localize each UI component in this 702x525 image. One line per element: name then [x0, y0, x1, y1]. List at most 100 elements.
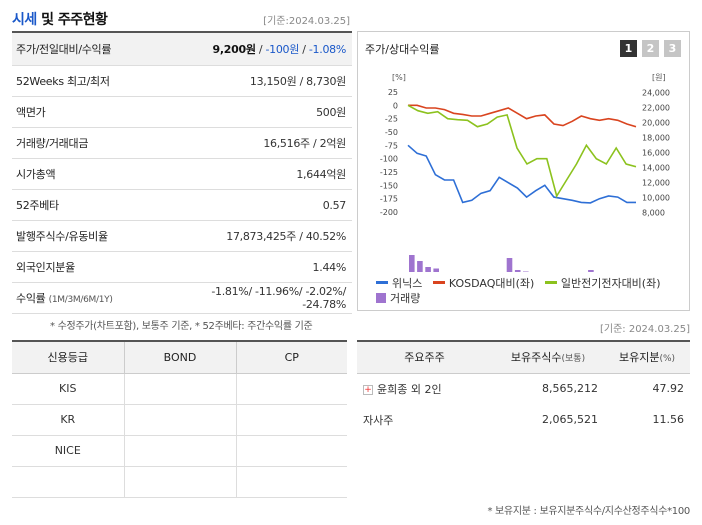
holder-name[interactable]: + 윤희종 외 2인 — [357, 373, 492, 404]
left-tick-label: -50 — [385, 128, 398, 137]
legend-label: 일반전기전자대비(좌) — [560, 276, 661, 290]
volume-bar — [506, 258, 513, 272]
price-change: -100원 — [265, 43, 300, 56]
holders-basis-date: [기준: 2024.03.25] — [599, 324, 690, 335]
right-tick-label: 12,000 — [642, 179, 670, 188]
left-tick-label: -75 — [385, 141, 398, 150]
credit-cp — [235, 373, 347, 405]
credit-cp — [235, 435, 347, 467]
summary-row-52weeks: 52Weeks 최고/최저 13,150원 / 8,730원 — [12, 66, 352, 97]
legend-label: 거래량 — [390, 291, 421, 305]
right-tick-label: 16,000 — [642, 149, 670, 158]
credit-agency: KIS — [12, 373, 124, 405]
price-chart: [%] [원] 25 0 -25 -50 -75 -100 -125 -150 -175 -200 24… — [380, 73, 670, 272]
summary-row-returns: 수익률 (1M/3M/6M/1Y) -1.81%/ -11.96%/ -2.02… — [12, 283, 352, 314]
empty-cell — [604, 435, 690, 525]
holders-header: 주요주주 — [357, 341, 492, 374]
table-row-empty — [357, 435, 690, 525]
credit-header: BOND — [123, 341, 236, 374]
credit-header: CP — [235, 341, 347, 374]
table-row: 자사주 2,065,521 11.56 — [357, 404, 690, 435]
left-tick-label: -200 — [380, 208, 398, 217]
chart-tab-2[interactable]: 2 — [642, 40, 659, 57]
credit-bond — [123, 373, 236, 405]
empty-cell — [492, 435, 604, 525]
holders-note: * 보유지분 : 보유지분주식수/지수산정주식수*100 — [487, 506, 690, 517]
summary-label: 시가총액 — [16, 168, 56, 181]
legend-item[interactable]: 위닉스 — [376, 275, 422, 290]
summary-label: 주가/전일대비/수익률 — [16, 43, 112, 56]
summary-row-volume: 거래량/거래대금 16,516주 / 2억원 — [12, 128, 352, 159]
left-tick-label: -125 — [380, 168, 398, 177]
right-tick-label: 14,000 — [642, 164, 670, 173]
volume-bar — [417, 261, 423, 272]
expand-icon[interactable]: + — [363, 384, 373, 395]
left-axis-unit: [%] — [392, 73, 406, 82]
price-change-pct: -1.08% — [308, 43, 346, 56]
credit-cp — [235, 466, 347, 498]
summary-row-market-cap: 시가총액 1,644억원 — [12, 159, 352, 190]
credit-cp — [235, 404, 347, 436]
chart-period-tabs: 1 2 3 — [620, 40, 681, 57]
legend-label: 위닉스 — [392, 276, 423, 290]
table-row: KIS — [12, 373, 347, 405]
chart-tab-3[interactable]: 3 — [664, 40, 681, 57]
legend-swatch — [376, 281, 388, 284]
right-tick-label: 24,000 — [642, 89, 670, 98]
summary-row-foreign: 외국인지분율 1.44% — [12, 252, 352, 283]
credit-agency — [12, 466, 124, 498]
summary-value: 0.57 — [322, 198, 347, 212]
legend-swatch — [432, 281, 445, 284]
holders-header: 보유지분(%) — [604, 341, 690, 374]
summary-label: 외국인지분율 — [16, 261, 75, 274]
summary-value: 16,516주 / 2억원 — [263, 137, 346, 150]
summary-value: 1,644억원 — [296, 168, 346, 181]
header-text: 보유주식수 — [510, 351, 562, 365]
header-text: 보유지분 — [618, 351, 660, 365]
summary-row-beta: 52주베타 0.57 — [12, 190, 352, 221]
current-price: 9,200원 — [212, 43, 256, 56]
credit-bond — [123, 466, 236, 498]
volume-bar — [409, 255, 415, 272]
table-row — [12, 466, 347, 498]
summary-label: 52주베타 — [16, 199, 59, 212]
holder-shares: 2,065,521 — [542, 413, 598, 426]
summary-value: 1.44% — [312, 260, 347, 274]
right-tick-label: 10,000 — [642, 194, 670, 203]
legend-item[interactable]: 일반전기전자대비(좌) — [544, 275, 661, 290]
returns-period: (1M/3M/6M/1Y) — [48, 295, 113, 305]
credit-bond — [123, 435, 236, 467]
right-tick-label: 20,000 — [642, 119, 670, 128]
summary-label: 수익률 (1M/3M/6M/1Y) — [12, 290, 177, 306]
summary-row-shares: 발행주식수/유동비율 17,873,425주 / 40.52% — [12, 221, 352, 252]
returns-label: 수익률 — [16, 292, 46, 305]
page-title-highlight: 시세 — [12, 12, 37, 28]
chart-tab-1[interactable]: 1 — [620, 40, 637, 57]
left-tick-label: -100 — [380, 155, 398, 164]
credit-rating-table: 신용등급 BOND CP KIS KR NICE — [12, 340, 347, 498]
left-tick-label: -175 — [380, 195, 398, 204]
left-tick-label: -25 — [385, 115, 398, 124]
volume-bar — [425, 267, 431, 272]
credit-bond — [123, 404, 236, 436]
credit-agency: NICE — [12, 435, 124, 467]
summary-value: 17,873,425주 / 40.52% — [226, 230, 346, 243]
summary-label: 거래량/거래대금 — [16, 137, 89, 150]
table-row: KR — [12, 404, 347, 436]
volume-bar — [523, 271, 529, 272]
chart-title: 주가/상대수익률 — [365, 43, 440, 56]
right-tick-label: 8,000 — [642, 209, 665, 218]
volume-bar — [588, 270, 594, 272]
right-tick-label: 18,000 — [642, 134, 670, 143]
credit-header: 신용등급 — [12, 341, 124, 374]
chart-legend: 위닉스 KOSDAQ대비(좌) 일반전기전자대비(좌) 거래량 — [376, 274, 686, 306]
separator: / — [255, 43, 266, 56]
series-line-1 — [407, 144, 636, 204]
legend-item[interactable]: 거래량 — [376, 290, 420, 305]
price-summary-table: 주가/전일대비/수익률 9,200원 / -100원 / -1.08% 52We… — [12, 31, 352, 314]
summary-value: -1.81%/ -11.96%/ -2.02%/ -24.78% — [211, 285, 346, 311]
series-line-2 — [408, 104, 637, 128]
header-sub: (%) — [659, 354, 676, 365]
separator: / — [299, 43, 309, 56]
legend-item[interactable]: KOSDAQ대비(좌) — [432, 275, 534, 290]
